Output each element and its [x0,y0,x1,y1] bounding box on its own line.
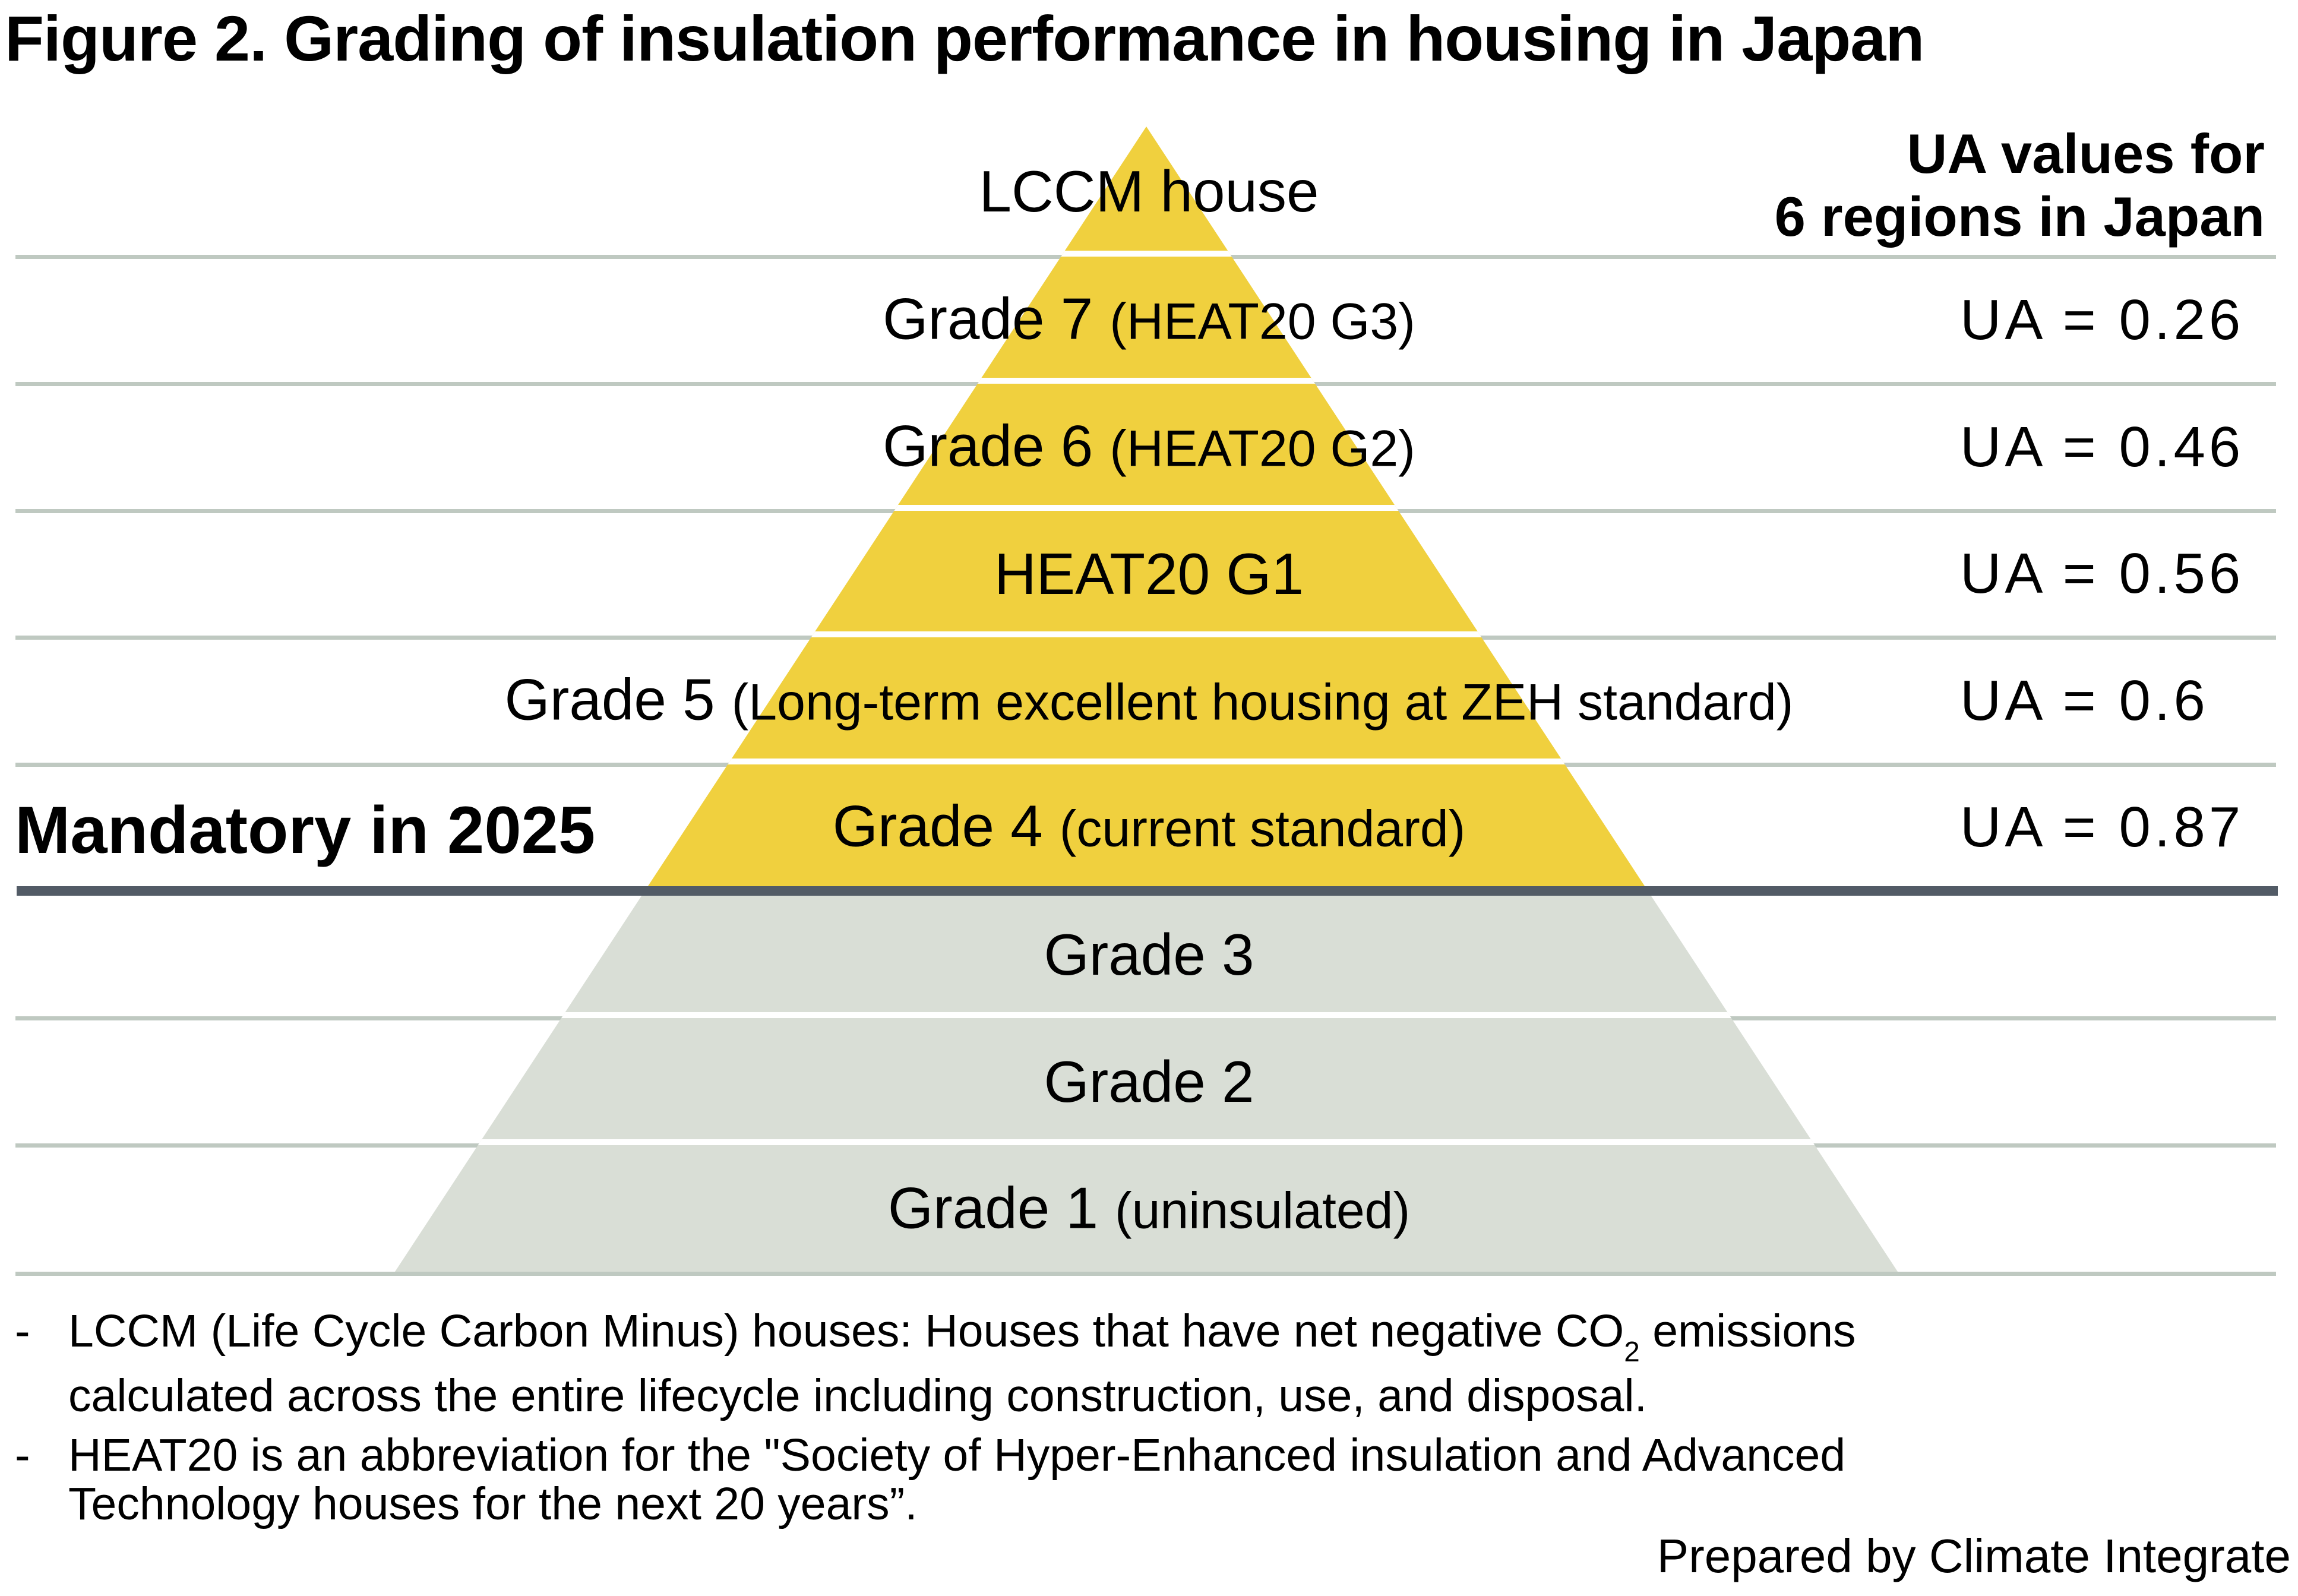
row-label-text: HEAT20 G1 [994,541,1304,606]
ua-header-line1: UA values for [1907,122,2265,185]
row-label-grade6: Grade 6 (HEAT20 G2) [0,417,2298,478]
row-label-text: Grade 1 [887,1175,1098,1241]
footnote-line: Technology houses for the next 20 years”… [68,1478,918,1530]
ua-value-grade4: UA = 0.87 [1960,795,2245,859]
row-label-text: Grade 2 [1044,1049,1254,1114]
co2-subscript: 2 [1624,1336,1640,1368]
ua-value-heat20-g1: UA = 0.56 [1960,542,2245,605]
figure-title: Figure 2. Grading of insulation performa… [5,2,1924,74]
mandatory-2025-label: Mandatory in 2025 [15,793,596,867]
row-label-text: Grade 5 [504,666,715,732]
row-label-subtext: (uninsulated) [1114,1182,1411,1240]
row-label-subtext: (Long-term excellent housing at ZEH stan… [731,674,1794,731]
row-label-subtext: (HEAT20 G3) [1110,293,1415,350]
footnote-text: HEAT20 is an abbreviation for the "Socie… [68,1431,1845,1528]
footnotes: - LCCM (Life Cycle Carbon Minus) houses:… [15,1307,1856,1528]
row-label-subtext: (HEAT20 G2) [1110,420,1415,478]
ua-value-grade7: UA = 0.26 [1960,288,2245,352]
row-label-text: Grade 6 [883,413,1093,479]
mandatory-2025-threshold-line [17,886,2278,896]
footnote-bullet: - [15,1430,30,1481]
credit-line: Prepared by Climate Integrate [1657,1529,2291,1582]
footnote-text-segment: emissions [1639,1306,1856,1357]
row-label-grade5: Grade 5 (Long-term excellent housing at Z… [0,671,2298,732]
row-label-subtext: (current standard) [1059,800,1466,858]
ua-value-grade5: UA = 0.6 [1960,669,2209,732]
footnote-text: LCCM (Life Cycle Carbon Minus) houses: H… [68,1307,1856,1420]
footnote-heat20: - HEAT20 is an abbreviation for the "Soc… [15,1431,1856,1528]
row-label-text: LCCM house [979,159,1319,224]
footnote-line: HEAT20 is an abbreviation for the "Socie… [68,1430,1846,1481]
footnote-lccm: - LCCM (Life Cycle Carbon Minus) houses:… [15,1307,1856,1420]
pyramid-band-grade3 [394,891,1899,1018]
row-label-lccm-house: LCCM house [0,162,2298,220]
row-label-grade2: Grade 2 [0,1053,2298,1111]
ua-values-header: UA values for 6 regions in Japan [1775,122,2265,248]
row-label-text: Grade 4 [832,793,1043,859]
footnote-bullet: - [15,1306,30,1357]
ua-value-grade6: UA = 0.46 [1960,415,2245,479]
pyramid-band-grade1 [394,1145,1899,1273]
row-label-grade4: Grade 4 (current standard) [0,797,2298,858]
ua-header-line2: 6 regions in Japan [1774,185,2265,248]
row-label-text: Grade 3 [1044,922,1254,987]
row-label-grade3: Grade 3 [0,925,2298,984]
footnote-line: calculated across the entire lifecycle i… [68,1370,1647,1422]
footnote-line: LCCM (Life Cycle Carbon Minus) houses: H… [68,1307,1856,1371]
row-label-heat20-g1: HEAT20 G1 [0,545,2298,603]
footnote-text-segment: LCCM (Life Cycle Carbon Minus) houses: H… [68,1306,1624,1357]
row-label-text: Grade 7 [883,286,1093,352]
pyramid-base-line [15,1272,2276,1276]
row-label-grade1: Grade 1 (uninsulated) [0,1179,2298,1240]
pyramid-band-grade2 [394,1018,1899,1145]
row-label-grade7: Grade 7 (HEAT20 G3) [0,290,2298,351]
